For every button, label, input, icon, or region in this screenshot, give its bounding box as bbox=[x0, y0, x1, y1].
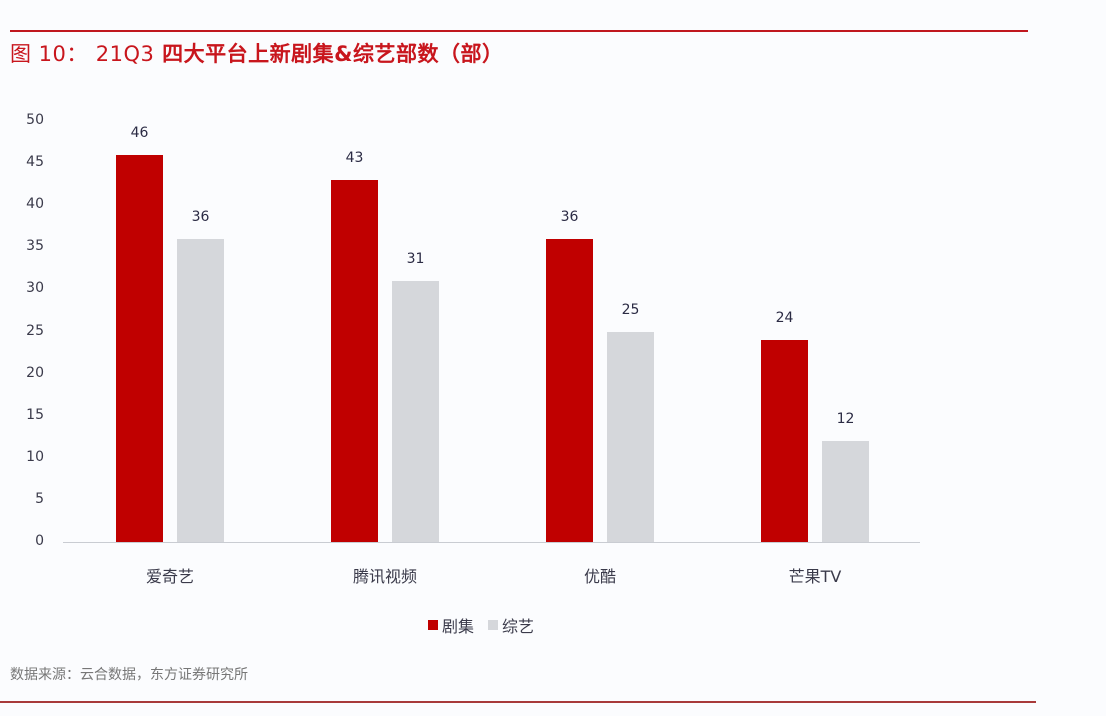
legend-swatch-series2 bbox=[488, 620, 499, 630]
data-label: 25 bbox=[621, 301, 640, 318]
bar-series1 bbox=[116, 154, 163, 542]
x-category-label: 优酷 bbox=[583, 567, 616, 586]
y-tick-label: 25 bbox=[26, 322, 44, 339]
legend-item-series1: 剧集 bbox=[428, 613, 474, 637]
x-category-label: 腾讯视频 bbox=[352, 567, 417, 586]
legend-swatch-series1 bbox=[428, 620, 438, 630]
legend: 剧集 综艺 bbox=[428, 613, 548, 637]
bar-series1 bbox=[546, 238, 593, 542]
legend-label-series1: 剧集 bbox=[442, 617, 475, 636]
legend-item-series2: 综艺 bbox=[488, 613, 534, 637]
top-rule bbox=[10, 30, 1028, 32]
data-label: 36 bbox=[560, 208, 579, 225]
y-tick-label: 15 bbox=[26, 406, 44, 423]
bar-series2 bbox=[392, 280, 439, 542]
y-tick-label: 5 bbox=[35, 490, 44, 507]
legend-label-series2: 综艺 bbox=[502, 617, 535, 636]
bar-series1 bbox=[761, 339, 808, 542]
data-label: 46 bbox=[130, 124, 149, 141]
data-label: 36 bbox=[191, 208, 210, 225]
y-tick-label: 10 bbox=[26, 448, 44, 465]
x-axis-line bbox=[63, 542, 920, 543]
data-label: 43 bbox=[345, 149, 364, 166]
y-tick-label: 35 bbox=[26, 238, 44, 255]
y-tick-label: 50 bbox=[26, 112, 44, 128]
chart-title: 图 10： 21Q3 四大平台上新剧集&综艺部数（部） bbox=[10, 38, 503, 68]
y-tick-label: 20 bbox=[26, 364, 44, 381]
bar-series2 bbox=[607, 331, 654, 542]
data-label: 24 bbox=[775, 309, 794, 326]
bottom-rule bbox=[0, 701, 1036, 703]
bar-series2 bbox=[177, 238, 224, 542]
figure-label: 图 10： bbox=[10, 42, 88, 66]
bar-series1 bbox=[331, 179, 378, 542]
data-label: 31 bbox=[406, 250, 425, 267]
title-text: 四大平台上新剧集&综艺部数（部） bbox=[162, 42, 504, 66]
data-label: 12 bbox=[836, 410, 855, 427]
y-tick-label: 0 bbox=[35, 533, 44, 549]
y-tick-label: 45 bbox=[26, 154, 44, 171]
source-note: 数据来源：云合数据，东方证券研究所 bbox=[10, 667, 248, 683]
title-period: 21Q3 bbox=[95, 42, 155, 66]
y-tick-label: 30 bbox=[26, 280, 44, 297]
x-category-label: 芒果TV bbox=[788, 567, 842, 586]
x-category-label: 爱奇艺 bbox=[145, 567, 194, 586]
bar-series2 bbox=[822, 440, 869, 542]
y-tick-label: 40 bbox=[26, 196, 44, 213]
